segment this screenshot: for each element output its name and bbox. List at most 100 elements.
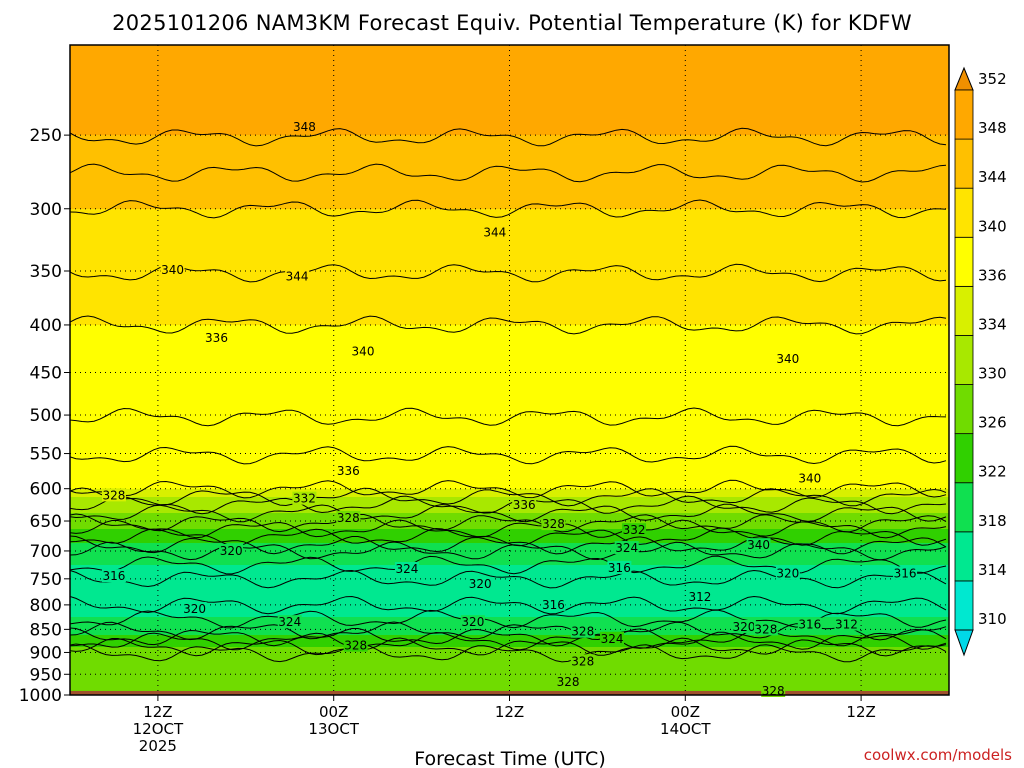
field-band xyxy=(70,613,949,616)
y-tick-label: 650 xyxy=(30,512,62,532)
field-band xyxy=(70,633,949,636)
contour-label-bg xyxy=(746,538,771,552)
contour-label-bg xyxy=(622,523,647,537)
field-band xyxy=(70,395,949,398)
field-band xyxy=(70,467,949,470)
field-band xyxy=(70,611,949,614)
field-band xyxy=(70,337,949,340)
x-tick-label: 12Z xyxy=(846,703,875,721)
field-band xyxy=(70,661,949,664)
colorbar: 310 314 318 322 326 330 334 336 340 344 348 352 xyxy=(954,66,1007,657)
field-band xyxy=(70,367,949,370)
field-band xyxy=(70,397,949,400)
y-tick-label: 600 xyxy=(30,480,62,500)
field-band xyxy=(70,431,949,434)
field-band xyxy=(70,91,949,94)
field-band xyxy=(70,61,949,64)
contour-label: 316 xyxy=(102,569,125,583)
contour-label-bg xyxy=(775,351,800,365)
field-band xyxy=(70,233,949,236)
field-band xyxy=(70,373,949,376)
field-band xyxy=(70,281,949,284)
ground-fill xyxy=(70,690,949,695)
field-band xyxy=(70,267,949,270)
field-band xyxy=(70,101,949,104)
colorbar-arrow-bottom xyxy=(954,629,974,657)
contour-label: 328 xyxy=(571,625,594,639)
credit-text: coolwx.com/models xyxy=(864,746,1012,764)
field-band xyxy=(70,263,949,266)
colorbar-arrow-top xyxy=(954,66,974,91)
field-band xyxy=(70,687,949,690)
field-band xyxy=(70,571,949,574)
field-band xyxy=(70,553,949,556)
field-band xyxy=(70,331,949,334)
field-band xyxy=(70,261,949,264)
field-band xyxy=(70,621,949,624)
field-band xyxy=(70,127,949,130)
field-band xyxy=(70,547,949,550)
contour-line xyxy=(70,595,947,615)
contour-label: 332 xyxy=(623,523,646,537)
x-axis-label: Forecast Time (UTC) xyxy=(414,748,605,768)
field-band xyxy=(70,581,949,584)
field-band xyxy=(70,345,949,348)
field-band xyxy=(70,377,949,380)
field-band xyxy=(70,403,949,406)
contour-label: 340 xyxy=(798,471,821,485)
field-band xyxy=(70,321,949,324)
field-band xyxy=(70,155,949,158)
field-band xyxy=(70,455,949,458)
x-tick-label: 14OCT xyxy=(660,720,711,738)
field-band xyxy=(70,551,949,554)
contour-label: 324 xyxy=(615,541,638,555)
field-band xyxy=(70,463,949,466)
colorbar-box xyxy=(954,236,974,287)
contour-label-bg xyxy=(600,631,625,645)
x-tick-label: 12OCT xyxy=(133,720,184,738)
field-band xyxy=(70,573,949,576)
field-band xyxy=(70,193,949,196)
field-band xyxy=(70,487,949,490)
contour-label-bg xyxy=(460,615,485,629)
field-band xyxy=(70,177,949,180)
field-band xyxy=(70,681,949,684)
contour-label-bg xyxy=(797,617,822,631)
field-band xyxy=(70,651,949,654)
contour-label: 316 xyxy=(542,598,565,612)
field-band xyxy=(70,577,949,580)
field-band xyxy=(70,485,949,488)
contour-label-bg xyxy=(797,471,822,485)
field-band xyxy=(70,595,949,598)
field-band xyxy=(70,183,949,186)
field-band xyxy=(70,523,949,526)
y-tick-label: 900 xyxy=(30,643,62,663)
field-band xyxy=(70,625,949,628)
contour-line xyxy=(70,495,947,515)
contour-label-bg xyxy=(893,566,918,580)
colorbar-box xyxy=(954,285,974,336)
y-tick-label: 500 xyxy=(30,406,62,426)
field-band xyxy=(70,615,949,618)
field-band xyxy=(70,107,949,110)
contour-line xyxy=(70,479,947,499)
y-tick-label: 300 xyxy=(30,200,62,220)
field-band xyxy=(70,533,949,536)
field-band xyxy=(70,445,949,448)
contour-label-bg xyxy=(468,577,493,591)
field-band xyxy=(70,375,949,378)
contour-label: 328 xyxy=(542,517,565,531)
colorbar-box xyxy=(954,433,974,484)
field-band xyxy=(70,343,949,346)
y-tick-label: 1000 xyxy=(19,686,62,706)
contour-line xyxy=(70,569,947,589)
field-band xyxy=(70,245,949,248)
field-band xyxy=(70,145,949,148)
field-band xyxy=(70,473,949,476)
field-band xyxy=(70,513,949,516)
x-tick-label: 13OCT xyxy=(308,720,359,738)
field-band xyxy=(70,47,949,50)
colorbar-box xyxy=(954,335,974,385)
contour-label: 340 xyxy=(747,538,770,552)
